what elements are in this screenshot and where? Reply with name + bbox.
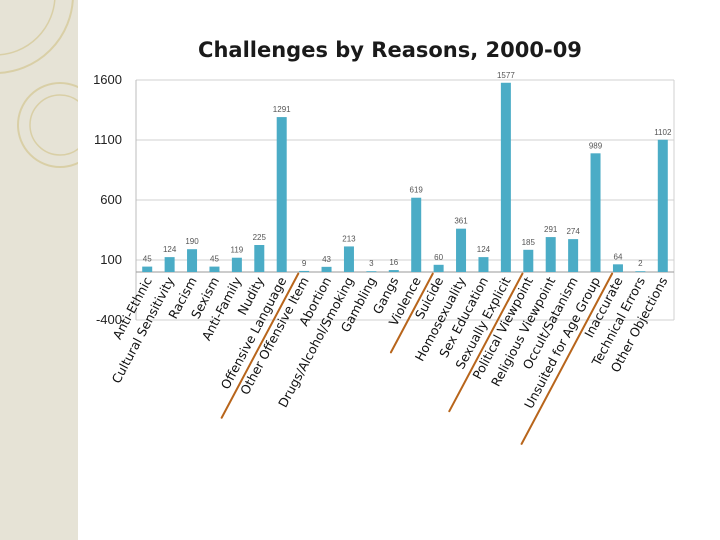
data-label: 2 xyxy=(638,259,643,268)
decorative-rings xyxy=(0,0,78,168)
bar xyxy=(635,271,646,272)
data-label: 124 xyxy=(477,245,491,254)
y-tick-label: 100 xyxy=(100,252,122,267)
highlight-underline xyxy=(389,272,434,354)
data-label: 989 xyxy=(589,141,603,150)
data-label: 619 xyxy=(410,186,424,195)
data-label: 185 xyxy=(522,238,536,247)
bar xyxy=(187,249,198,272)
gridlines xyxy=(135,79,675,321)
bar xyxy=(545,237,556,272)
data-label: 225 xyxy=(253,233,267,242)
bar xyxy=(657,139,668,272)
bar xyxy=(523,249,534,272)
bar xyxy=(500,82,511,272)
bar xyxy=(276,117,287,272)
data-label: 45 xyxy=(143,255,152,264)
bar xyxy=(142,266,153,272)
bar xyxy=(478,257,489,272)
bar xyxy=(433,264,444,272)
bar xyxy=(568,239,579,272)
y-tick-label: -400 xyxy=(96,312,122,327)
bar xyxy=(254,245,265,272)
bar xyxy=(209,266,220,272)
bar xyxy=(456,228,467,272)
highlight-underlines xyxy=(220,272,614,445)
data-label: 16 xyxy=(389,258,398,267)
chart-title: Challenges by Reasons, 2000-09 xyxy=(198,38,582,62)
bar xyxy=(366,271,377,272)
bar xyxy=(231,257,242,272)
highlight-underline xyxy=(448,272,524,413)
data-label: 119 xyxy=(230,246,243,255)
bar xyxy=(388,270,399,272)
data-labels: 45 124 190 45 119 225 1291 9 43 213 3 16 619 60 361 124… xyxy=(143,71,672,268)
data-label: 1102 xyxy=(654,128,672,137)
decorative-side-panel xyxy=(0,0,78,540)
decorative-ring xyxy=(17,82,78,168)
data-label: 45 xyxy=(210,255,219,264)
data-label: 43 xyxy=(322,255,331,264)
bar xyxy=(299,270,310,272)
bar xyxy=(590,153,601,272)
highlight-underline xyxy=(220,272,300,419)
bar xyxy=(321,266,332,272)
bar xyxy=(612,264,623,272)
data-label: 1577 xyxy=(497,71,515,80)
decorative-ring xyxy=(29,94,78,156)
data-label: 60 xyxy=(434,253,443,262)
data-label: 1291 xyxy=(273,105,291,114)
y-tick-label: 1100 xyxy=(94,132,122,147)
y-tick-label: 1600 xyxy=(93,72,122,87)
y-tick-label: 600 xyxy=(100,192,122,207)
data-label: 3 xyxy=(369,259,374,268)
data-label: 124 xyxy=(163,245,177,254)
bar xyxy=(164,257,175,272)
data-label: 64 xyxy=(614,252,623,261)
bar-series xyxy=(142,82,668,272)
bar xyxy=(343,246,354,272)
data-label: 9 xyxy=(302,259,307,268)
highlight-underline xyxy=(520,272,614,445)
data-label: 213 xyxy=(342,234,356,243)
data-label: 274 xyxy=(566,227,580,236)
data-label: 291 xyxy=(544,225,558,234)
y-axis: -400 100 600 1100 1600 xyxy=(93,72,122,327)
bar xyxy=(411,197,422,272)
data-label: 361 xyxy=(454,217,468,226)
data-label: 190 xyxy=(185,237,199,246)
